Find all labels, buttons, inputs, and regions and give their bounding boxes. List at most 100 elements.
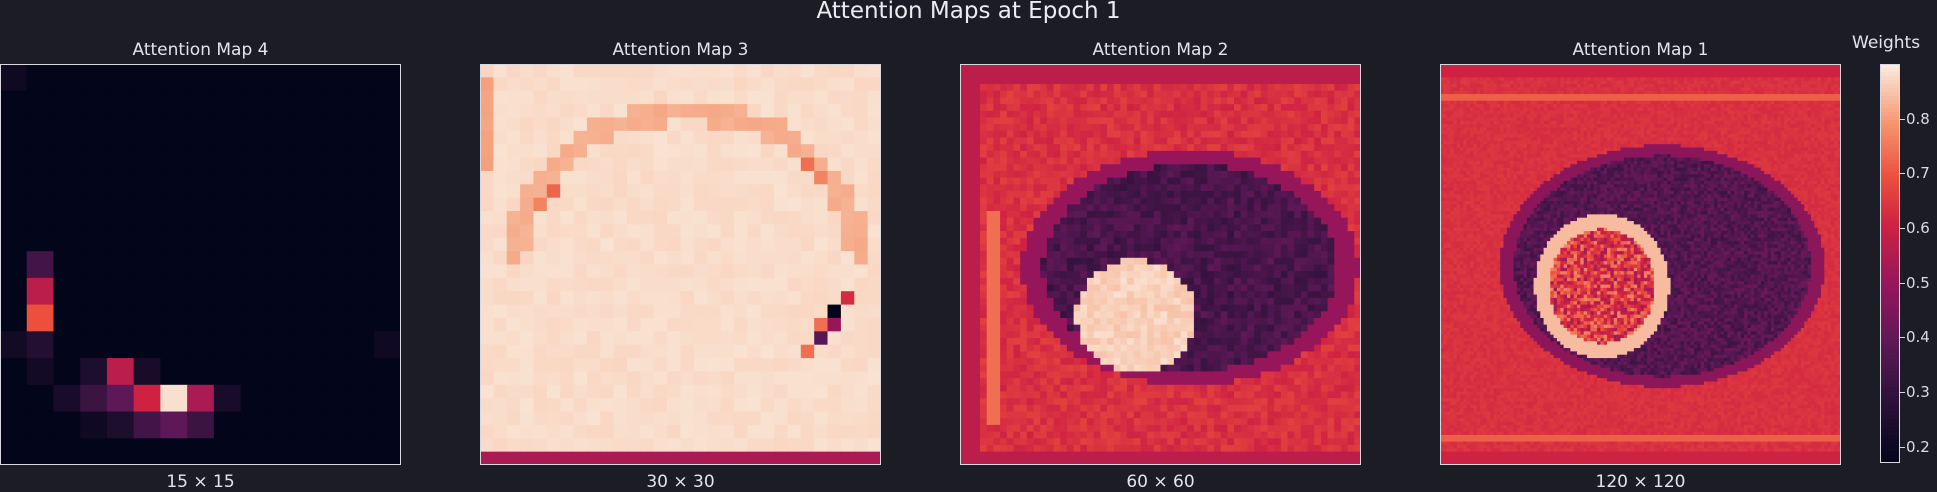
- map2-cell: [1327, 70, 1335, 78]
- map2-cell: [1320, 84, 1329, 92]
- map2-cell: [1033, 184, 1041, 192]
- map2-cell: [1207, 391, 1215, 399]
- map2-cell: [1020, 70, 1028, 78]
- map3-cell: [693, 130, 708, 145]
- map2-cell: [1093, 384, 1101, 393]
- map2-cell: [1053, 84, 1061, 92]
- map2-cell: [1227, 237, 1235, 246]
- map2-cell: [1013, 284, 1021, 292]
- map2-cell: [1220, 364, 1228, 373]
- map2-cell: [1060, 224, 1068, 232]
- map2-cell: [1080, 184, 1088, 192]
- map2-cell: [1100, 344, 1108, 352]
- map2-cell: [1107, 271, 1115, 279]
- map2-cell: [1347, 451, 1355, 459]
- map4-cell: [294, 411, 322, 439]
- map2-cell: [1173, 404, 1182, 413]
- map2-cell: [1173, 297, 1182, 306]
- map3-cell: [747, 371, 762, 386]
- map2-cell: [1153, 144, 1162, 152]
- map2-cell: [1093, 351, 1101, 359]
- map4-cell: [187, 304, 215, 332]
- map4-cell: [26, 277, 55, 306]
- map2-cell: [1060, 177, 1068, 185]
- map2-cell: [1100, 384, 1108, 393]
- map2-cell: [1073, 144, 1081, 152]
- map2-cell: [1093, 371, 1101, 379]
- map2-cell: [1093, 197, 1101, 205]
- map2-cell: [1320, 284, 1329, 292]
- map2-cell: [1267, 124, 1275, 132]
- map3-cell: [627, 317, 641, 332]
- map2-cell: [1180, 378, 1188, 386]
- map2-cell: [1300, 164, 1309, 172]
- map2-cell: [1347, 190, 1355, 199]
- map3-cell: [814, 438, 829, 453]
- map2-cell: [1280, 317, 1289, 326]
- map2-cell: [1080, 144, 1088, 152]
- map2-cell: [1294, 97, 1302, 105]
- map2-cell: [973, 84, 981, 92]
- map2-cell: [1307, 257, 1315, 266]
- map2-cell: [1207, 458, 1215, 465]
- map2-cell: [1040, 197, 1048, 205]
- map2-cell: [1113, 338, 1121, 346]
- map2-cell: [1347, 257, 1355, 266]
- map2-cell: [1213, 277, 1222, 286]
- map2-cell: [1287, 190, 1295, 199]
- map3-cell: [827, 384, 842, 399]
- map2-cell: [1093, 458, 1101, 465]
- map2-cell: [1300, 264, 1309, 272]
- map2-cell: [1234, 137, 1242, 145]
- map2-cell: [1180, 331, 1188, 339]
- map2-cell: [966, 338, 974, 346]
- map2-cell: [1227, 404, 1235, 413]
- map2-cell: [1120, 431, 1128, 439]
- map2-cell: [1347, 398, 1355, 406]
- map2-cell: [993, 84, 1001, 92]
- map2-cell: [1020, 184, 1028, 192]
- map3-cell: [800, 424, 815, 439]
- map2-cell: [1147, 177, 1155, 185]
- map2-cell: [1093, 170, 1101, 179]
- map2-cell: [1234, 117, 1242, 125]
- map2-cell: [1167, 304, 1175, 312]
- map2-cell: [1260, 204, 1269, 212]
- map2-cell: [1334, 351, 1342, 359]
- map2-cell: [1060, 70, 1068, 78]
- map2-cell: [1327, 251, 1335, 259]
- map3-cell: [533, 371, 548, 386]
- map2-cell: [1247, 217, 1255, 225]
- map4-cell: [374, 304, 401, 332]
- map2-cell: [1113, 177, 1121, 185]
- map2-cell: [966, 137, 974, 145]
- map2-cell: [1294, 184, 1302, 192]
- map2-cell: [1267, 291, 1275, 299]
- map2-cell: [1227, 190, 1235, 199]
- map2-cell: [1153, 190, 1162, 199]
- map3-cell: [480, 317, 494, 332]
- map1-cell: [1740, 64, 1745, 68]
- map2-cell: [1006, 338, 1015, 346]
- map2-cell: [1280, 384, 1289, 393]
- map2-cell: [1280, 284, 1289, 292]
- map1-cell: [1703, 67, 1708, 72]
- map2-cell: [1133, 297, 1142, 306]
- map2-cell: [1287, 351, 1295, 359]
- map2-cell: [1006, 211, 1015, 219]
- map1-cell: [1460, 70, 1464, 75]
- map3-cell: [600, 224, 615, 239]
- map2-cell: [1274, 231, 1282, 239]
- map3-cell: [774, 317, 789, 332]
- map2-cell: [1294, 237, 1302, 246]
- map2-cell: [1274, 204, 1282, 212]
- map2-cell: [1020, 451, 1028, 459]
- map2-cell: [1167, 264, 1175, 272]
- map2-cell: [1340, 411, 1349, 419]
- map3-cell: [506, 211, 521, 225]
- map2-cell: [1327, 351, 1335, 359]
- map2-cell: [1107, 204, 1115, 212]
- map2-cell: [1040, 204, 1048, 212]
- map2-cell: [1053, 257, 1061, 266]
- map2-cell: [1254, 177, 1262, 185]
